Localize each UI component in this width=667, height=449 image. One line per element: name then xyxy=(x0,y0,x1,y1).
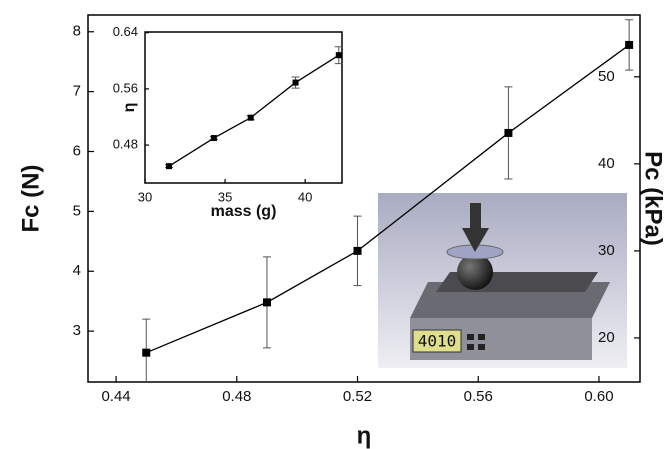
data-point xyxy=(166,163,173,170)
x-tick-label: 35 xyxy=(218,189,232,204)
y-tick-label: 6 xyxy=(73,142,81,159)
data-point xyxy=(504,128,513,137)
x-axis-label: η xyxy=(357,422,372,449)
data-point xyxy=(142,348,151,357)
y-tick-label: 0.48 xyxy=(113,137,138,152)
x-tick-label: 40 xyxy=(298,189,312,204)
x-tick-label: 0.56 xyxy=(464,388,493,405)
y2-tick-label: 30 xyxy=(598,242,615,259)
y-tick-label: 0.56 xyxy=(113,80,138,95)
display-text: 4010 xyxy=(418,332,457,351)
x-tick-label: 30 xyxy=(138,189,152,204)
main-chart: 0.44 0.48 0.52 0.56 0.60 3 4 5 6 7 8 20 30 40 50 Pc (kP… xyxy=(17,14,667,449)
y-axis-label: Fc (N) xyxy=(17,165,44,233)
data-point xyxy=(625,40,634,49)
y-tick-label: 5 xyxy=(73,202,81,219)
y-tick-label: 3 xyxy=(73,322,81,339)
plot-background xyxy=(145,32,342,183)
data-point xyxy=(353,246,362,255)
x-tick-label: 0.60 xyxy=(584,388,613,405)
inset-chart: 30 35 40 0.48 0.56 0.64 mass (g) η xyxy=(113,24,343,220)
data-point xyxy=(292,79,299,86)
y2-tick-label: 50 xyxy=(598,68,615,85)
y-tick-label: 8 xyxy=(73,23,81,40)
x-tick-label: 0.44 xyxy=(101,388,130,405)
data-point xyxy=(247,114,254,121)
y2-tick-label: 20 xyxy=(598,329,615,346)
plot-frame xyxy=(87,14,641,383)
data-point xyxy=(210,135,217,142)
x-tick-label: 0.52 xyxy=(343,388,372,405)
data-point xyxy=(262,298,271,307)
y-tick-label: 0.64 xyxy=(113,24,138,39)
y-tick-label: 4 xyxy=(73,262,81,279)
plot-frame xyxy=(144,31,343,184)
x-tick-label: 0.48 xyxy=(222,388,251,405)
y2-axis-label: Pc (kPa) xyxy=(640,151,667,246)
data-point xyxy=(335,52,342,59)
photo: 4010 xyxy=(378,193,627,368)
y2-tick-label: 40 xyxy=(598,155,615,172)
x-axis-label: mass (g) xyxy=(211,203,277,220)
y-axis-label: η xyxy=(121,103,138,113)
y-tick-label: 7 xyxy=(73,83,81,100)
